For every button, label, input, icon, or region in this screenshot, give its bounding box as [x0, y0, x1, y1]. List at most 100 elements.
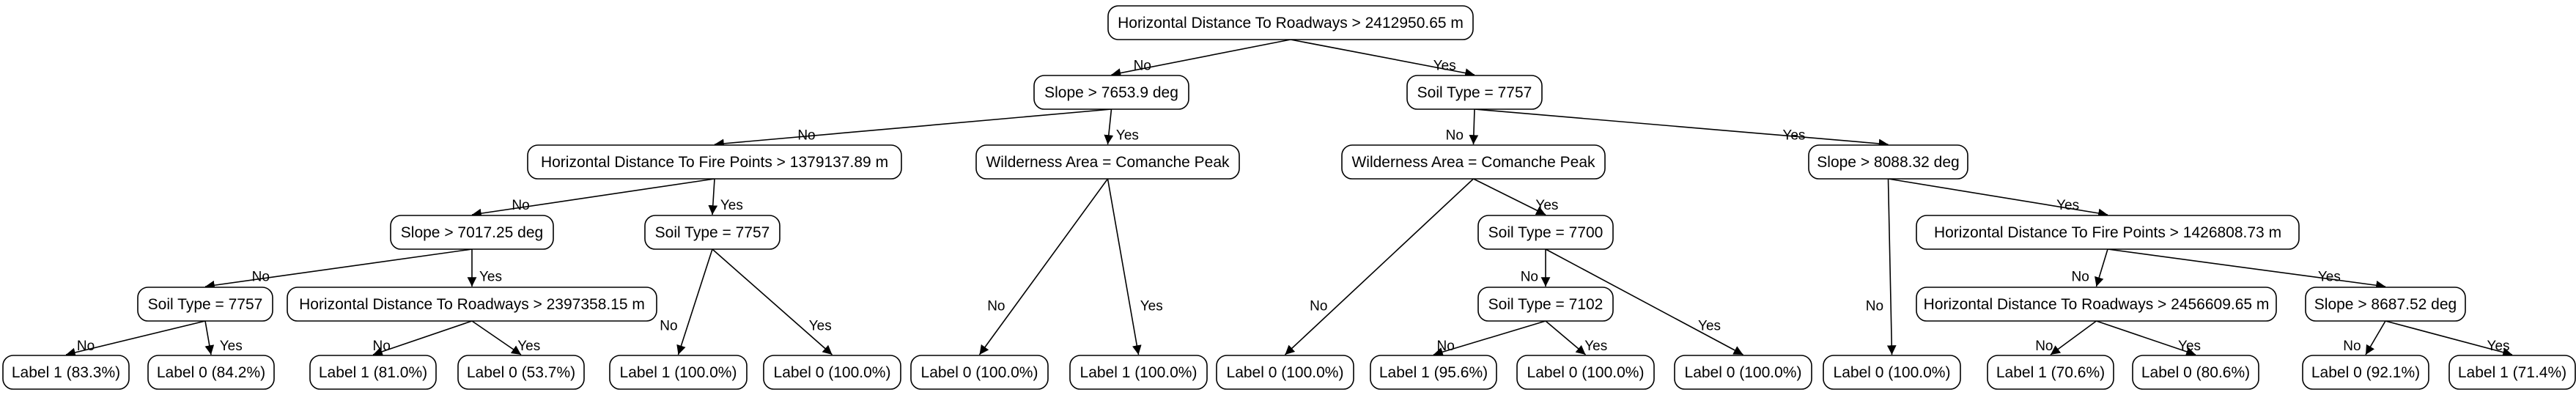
node-box [2448, 355, 2576, 390]
edges-layer [65, 39, 2513, 358]
edge-label: No [1866, 299, 1883, 314]
condition-label: Horizontal Distance To Fire Points > 142… [1934, 224, 2281, 241]
edge-no-arrow [2050, 320, 2097, 355]
condition-label: Slope > 8088.32 deg [1817, 154, 1959, 171]
leaf-node: Label 1 (83.3%) [2, 355, 130, 390]
leaf-label: Label 0 (100.0%) [1834, 364, 1951, 381]
edge-label: No [1310, 299, 1327, 314]
edge-label: Yes [809, 318, 832, 333]
decision-node: Soil Type = 7757 [1406, 75, 1543, 110]
edge-no-arrow [2365, 320, 2386, 355]
decision-node: Wilderness Area = Comanche Peak [1341, 144, 1606, 180]
leaf-label: Label 0 (100.0%) [921, 364, 1038, 381]
node-box [1033, 75, 1189, 110]
condition-label: Horizontal Distance To Roadways > 239735… [299, 296, 645, 313]
edge-yes-arrow [708, 178, 718, 215]
node-box [287, 287, 657, 322]
leaf-label: Label 0 (84.2%) [157, 364, 265, 381]
node-box [1069, 355, 1208, 390]
decision-node: Slope > 7017.25 deg [390, 215, 554, 250]
edge-label: Yes [2178, 339, 2201, 354]
edge-no-arrow [372, 320, 473, 356]
edge-no-arrow [1433, 320, 1546, 357]
edge-label: No [1521, 269, 1538, 284]
leaf-node: Label 1 (100.0%) [609, 355, 748, 390]
leaf-node: Label 0 (84.2%) [147, 355, 275, 390]
edge-no-arrow [204, 248, 473, 290]
edge-label: Yes [1140, 299, 1163, 314]
edge-yes-arrow [1545, 248, 1743, 355]
condition-label: Slope > 8687.52 deg [2314, 296, 2457, 313]
node-box [1916, 215, 2300, 250]
decision-node: Wilderness Area = Comanche Peak [975, 144, 1240, 180]
leaf-label: Label 1 (83.3%) [12, 364, 120, 381]
decision-node: Soil Type = 7757 [644, 215, 780, 250]
edge-labels-layer: No Yes No Yes No Yes No Yes No Yes No Yes No Yes No Yes… [77, 58, 2510, 354]
condition-label: Soil Type = 7757 [148, 296, 263, 313]
leaf-node: Label 0 (100.0%) [910, 355, 1049, 390]
edge-yes-arrow [1545, 320, 1587, 355]
edge-label: No [1134, 58, 1151, 73]
node-box [1107, 5, 1474, 40]
condition-label: Horizontal Distance To Fire Points > 137… [541, 154, 888, 171]
edge-yes-arrow [2107, 248, 2386, 290]
edge-no-arrow [1469, 108, 1479, 145]
leaf-label: Label 0 (100.0%) [1527, 364, 1645, 381]
node-box [1674, 355, 1812, 390]
edge-yes-arrow [471, 320, 522, 355]
decision-node: Horizontal Distance To Roadways > 241295… [1107, 5, 1474, 40]
node-box [1406, 75, 1543, 110]
edge-label: Yes [1535, 198, 1558, 213]
edge-yes-arrow [1474, 108, 1889, 149]
leaf-label: Label 0 (100.0%) [1685, 364, 1802, 381]
node-box [2302, 355, 2429, 390]
edge-no-arrow [1886, 178, 1897, 355]
condition-label: Slope > 7653.9 deg [1044, 84, 1178, 101]
edge-label: Yes [517, 339, 540, 354]
edge-label: Yes [1698, 318, 1721, 333]
decision-node: Soil Type = 7700 [1477, 215, 1614, 250]
leaf-node: Label 0 (53.7%) [457, 355, 585, 390]
node-box [1370, 355, 1497, 390]
node-box [975, 144, 1240, 180]
decision-node: Horizontal Distance To Roadways > 239735… [287, 287, 657, 322]
condition-label: Soil Type = 7700 [1488, 224, 1603, 241]
node-box [1823, 355, 1961, 390]
leaf-node: Label 1 (81.0%) [309, 355, 437, 390]
edge-label: No [2072, 269, 2089, 284]
edge-no-arrow [65, 320, 206, 358]
decision-node: Soil Type = 7757 [137, 287, 273, 322]
decision-node: Soil Type = 7102 [1477, 287, 1614, 322]
leaf-node: Label 0 (92.1%) [2302, 355, 2429, 390]
leaf-node: Label 0 (100.0%) [1674, 355, 1812, 390]
node-box [390, 215, 554, 250]
leaf-node: Label 1 (70.6%) [1987, 355, 2114, 390]
node-box [137, 287, 273, 322]
edge-label: No [2343, 339, 2361, 354]
node-box [763, 355, 901, 390]
leaf-node: Label 0 (100.0%) [1216, 355, 1354, 390]
edge-no-arrow [978, 178, 1109, 355]
node-box [644, 215, 780, 250]
edge-yes-arrow [1888, 178, 2108, 218]
leaf-label: Label 1 (95.6%) [1379, 364, 1488, 381]
leaf-node: Label 1 (95.6%) [1370, 355, 1497, 390]
edge-yes-arrow [204, 320, 215, 355]
edge-label: Yes [1116, 128, 1139, 143]
leaf-label: Label 1 (70.6%) [1996, 364, 2105, 381]
leaf-label: Label 0 (100.0%) [1227, 364, 1344, 381]
decision-node: Horizontal Distance To Fire Points > 137… [527, 144, 902, 180]
condition-label: Soil Type = 7757 [655, 224, 770, 241]
edge-label: Yes [479, 269, 502, 284]
edge-yes-arrow [1290, 39, 1475, 78]
edge-no-arrow [2095, 248, 2108, 287]
condition-label: Horizontal Distance To Roadways > 241295… [1118, 15, 1464, 32]
leaf-label: Label 0 (92.1%) [2311, 364, 2420, 381]
node-box [2, 355, 130, 390]
edge-no-arrow [1111, 39, 1291, 78]
condition-label: Soil Type = 7757 [1417, 84, 1532, 101]
edge-label: Yes [1584, 339, 1607, 354]
leaf-node: Label 0 (100.0%) [1823, 355, 1961, 390]
node-box [1341, 144, 1606, 180]
